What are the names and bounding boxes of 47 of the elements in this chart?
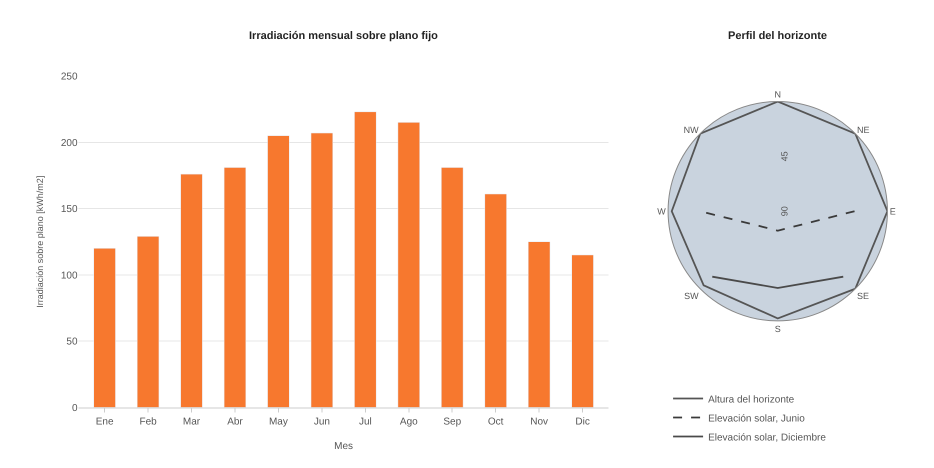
bar <box>224 167 246 408</box>
spoke-label: NE <box>856 124 870 135</box>
y-tick-label: 0 <box>72 402 78 414</box>
legend-label: Elevación solar, Diciembre <box>708 432 826 444</box>
x-axis-title: Mes <box>334 440 354 452</box>
y-tick-label: 200 <box>60 138 78 149</box>
bar <box>267 135 290 408</box>
y-tick-label: 250 <box>60 72 78 83</box>
bar <box>94 248 116 408</box>
x-tick-label: Abr <box>227 416 244 428</box>
x-tick-label: Mar <box>182 416 201 428</box>
legend-label: Altura del horizonte <box>708 394 795 406</box>
x-tick-label: May <box>268 416 288 428</box>
x-tick-label: Nov <box>530 416 548 428</box>
y-tick-label: 90 <box>779 206 790 216</box>
bar <box>398 122 420 408</box>
x-tick-label: Sep <box>443 416 462 428</box>
bar <box>136 236 160 408</box>
bar <box>484 194 507 408</box>
bar <box>310 132 333 408</box>
bar <box>180 174 203 408</box>
y-tick-label: 100 <box>60 270 78 282</box>
x-tick-label: Ago <box>400 416 418 428</box>
bar <box>528 241 550 408</box>
y-tick-label: 45 <box>779 151 790 162</box>
spoke-label: N <box>774 89 782 100</box>
bar <box>571 254 594 408</box>
x-tick-label: Jun <box>314 416 330 428</box>
x-tick-label: Dic <box>575 416 590 428</box>
x-tick-label: Feb <box>139 416 158 428</box>
bar <box>354 112 376 408</box>
spoke-label: E <box>890 206 896 216</box>
spoke-label: SW <box>684 290 700 301</box>
spoke-label: NW <box>684 124 700 135</box>
y-axis-title: Irradiación sobre plano [kWh/m2] <box>35 176 46 308</box>
legend-label: Elevación solar, Junio <box>708 413 806 424</box>
chart-title: Irradiación mensual sobre plano fijo <box>249 30 438 42</box>
y-tick-label: 150 <box>60 204 78 216</box>
spoke-label: SE <box>856 290 869 301</box>
spoke-label: W <box>657 206 666 216</box>
y-tick-label: 50 <box>66 336 78 348</box>
bar <box>441 167 464 408</box>
spoke-label: S <box>774 324 781 334</box>
x-tick-label: Jul <box>358 416 372 428</box>
x-tick-label: Oct <box>488 416 504 428</box>
chart-title: Perfil del horizonte <box>728 30 828 42</box>
x-tick-label: Ene <box>96 416 114 428</box>
